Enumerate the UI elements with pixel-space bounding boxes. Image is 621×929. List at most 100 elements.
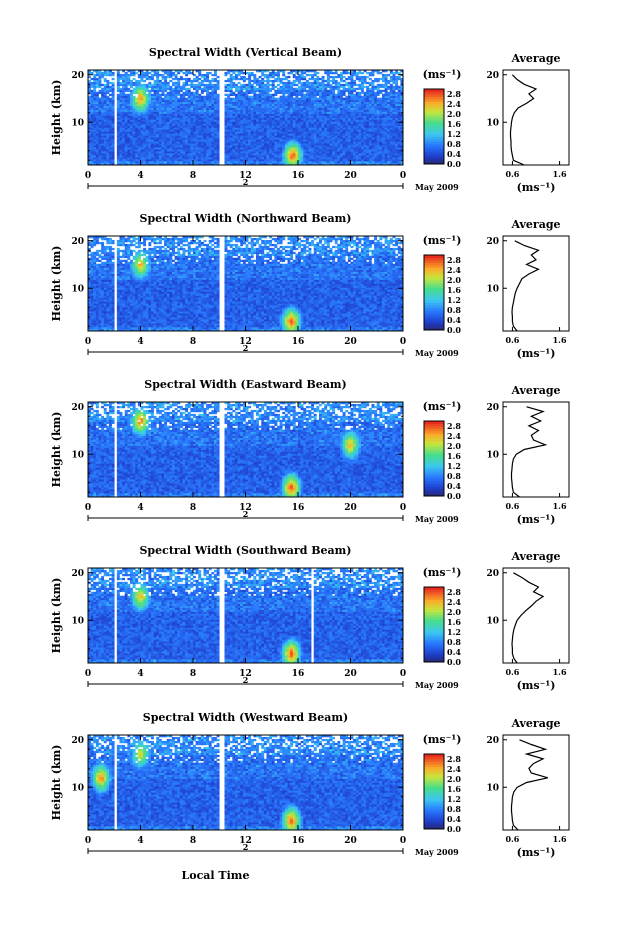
heatmap-cell — [188, 102, 191, 104]
heatmap-cell — [240, 143, 243, 145]
heatmap-cell — [133, 84, 136, 86]
heatmap-cell — [277, 106, 280, 108]
heatmap-cell — [188, 137, 191, 139]
heatmap-cell — [379, 84, 382, 86]
heatmap-cell — [125, 151, 128, 153]
heatmap-cell — [146, 139, 149, 141]
heatmap-cell — [267, 127, 270, 129]
heatmap-cell — [190, 151, 193, 153]
heatmap-cell — [356, 94, 359, 96]
heatmap-cell — [109, 139, 112, 141]
heatmap-cell — [175, 121, 178, 123]
heatmap-cell — [190, 80, 193, 82]
heatmap-cell — [238, 92, 241, 94]
heatmap-cell — [122, 141, 125, 143]
heatmap-cell — [138, 108, 141, 110]
heatmap-cell — [177, 78, 180, 80]
heatmap-cell — [206, 135, 209, 137]
heatmap-cell — [135, 116, 138, 118]
heatmap-cell — [274, 119, 277, 121]
heatmap-cell — [196, 98, 199, 100]
heatmap-cell — [372, 98, 375, 100]
heatmap-cell — [185, 161, 188, 163]
heatmap-cell — [104, 116, 107, 118]
heatmap-cell — [327, 86, 330, 88]
heatmap-cell — [340, 139, 343, 141]
heatmap-cell — [125, 118, 128, 120]
heatmap-cell — [240, 104, 243, 106]
heatmap-cell — [322, 86, 325, 88]
heatmap-cell — [253, 129, 256, 131]
heatmap-cell — [298, 86, 301, 88]
heatmap-cell — [211, 112, 214, 114]
heatmap-cell — [143, 94, 146, 96]
heatmap-cell — [264, 141, 267, 143]
heatmap-cell — [316, 141, 319, 143]
heatmap-cell — [377, 125, 380, 127]
heatmap-cell — [99, 106, 102, 108]
heatmap-cell — [387, 159, 390, 161]
heatmap-cell — [374, 106, 377, 108]
heatmap-cell — [298, 151, 301, 153]
heatmap-cell — [277, 84, 280, 86]
heatmap-cell — [211, 118, 214, 120]
heatmap-cell — [295, 151, 298, 153]
heatmap-cell — [351, 92, 354, 94]
heatmap-cell — [374, 96, 377, 98]
heatmap-cell — [148, 131, 151, 133]
heatmap-cell — [125, 72, 128, 74]
heatmap-cell — [93, 90, 96, 92]
heatmap-cell — [353, 161, 356, 163]
heatmap-cell — [196, 133, 199, 135]
heatmap-cell — [332, 119, 335, 121]
heatmap-cell — [109, 72, 112, 74]
heatmap-cell — [117, 100, 120, 102]
heatmap-cell — [96, 149, 99, 151]
heatmap-cell — [387, 121, 390, 123]
heatmap-cell — [156, 137, 159, 139]
heatmap-cell — [379, 98, 382, 100]
heatmap-cell — [235, 119, 238, 121]
heatmap-cell — [188, 94, 191, 96]
heatmap-cell — [372, 94, 375, 96]
heatmap-cell — [280, 159, 283, 161]
heatmap-cell — [154, 145, 157, 147]
heatmap-cell — [353, 153, 356, 155]
heatmap-cell — [361, 137, 364, 139]
heatmap-cell — [295, 135, 298, 137]
heatmap-cell — [364, 78, 367, 80]
heatmap-cell — [372, 92, 375, 94]
heatmap-cell — [130, 135, 133, 137]
heatmap-cell — [206, 72, 209, 74]
heatmap-cell — [190, 153, 193, 155]
heatmap-cell — [295, 129, 298, 131]
heatmap-cell — [282, 116, 285, 118]
heatmap-cell — [164, 88, 167, 90]
heatmap-cell — [135, 80, 138, 82]
heatmap-cell — [99, 137, 102, 139]
heatmap-cell — [133, 159, 136, 161]
heatmap-cell — [227, 131, 230, 133]
heatmap-cell — [230, 161, 233, 163]
heatmap-cell — [214, 149, 217, 151]
heatmap-cell — [256, 159, 259, 161]
heatmap-cell — [93, 121, 96, 123]
heatmap-cell — [99, 110, 102, 112]
heatmap-cell — [251, 92, 254, 94]
heatmap-cell — [353, 102, 356, 104]
heatmap-cell — [109, 137, 112, 139]
heatmap-cell — [104, 94, 107, 96]
heatmap-cell — [204, 153, 207, 155]
heatmap-cell — [372, 127, 375, 129]
heatmap-cell — [361, 82, 364, 84]
heatmap-cell — [167, 149, 170, 151]
heatmap-cell — [248, 90, 251, 92]
heatmap-cell — [151, 86, 154, 88]
heatmap-cell — [385, 114, 388, 116]
heatmap-cell — [327, 74, 330, 76]
heatmap-cell — [285, 86, 288, 88]
heatmap-cell — [259, 98, 262, 100]
heatmap-cell — [109, 157, 112, 159]
heatmap-cell — [345, 82, 348, 84]
heatmap-cell — [193, 131, 196, 133]
